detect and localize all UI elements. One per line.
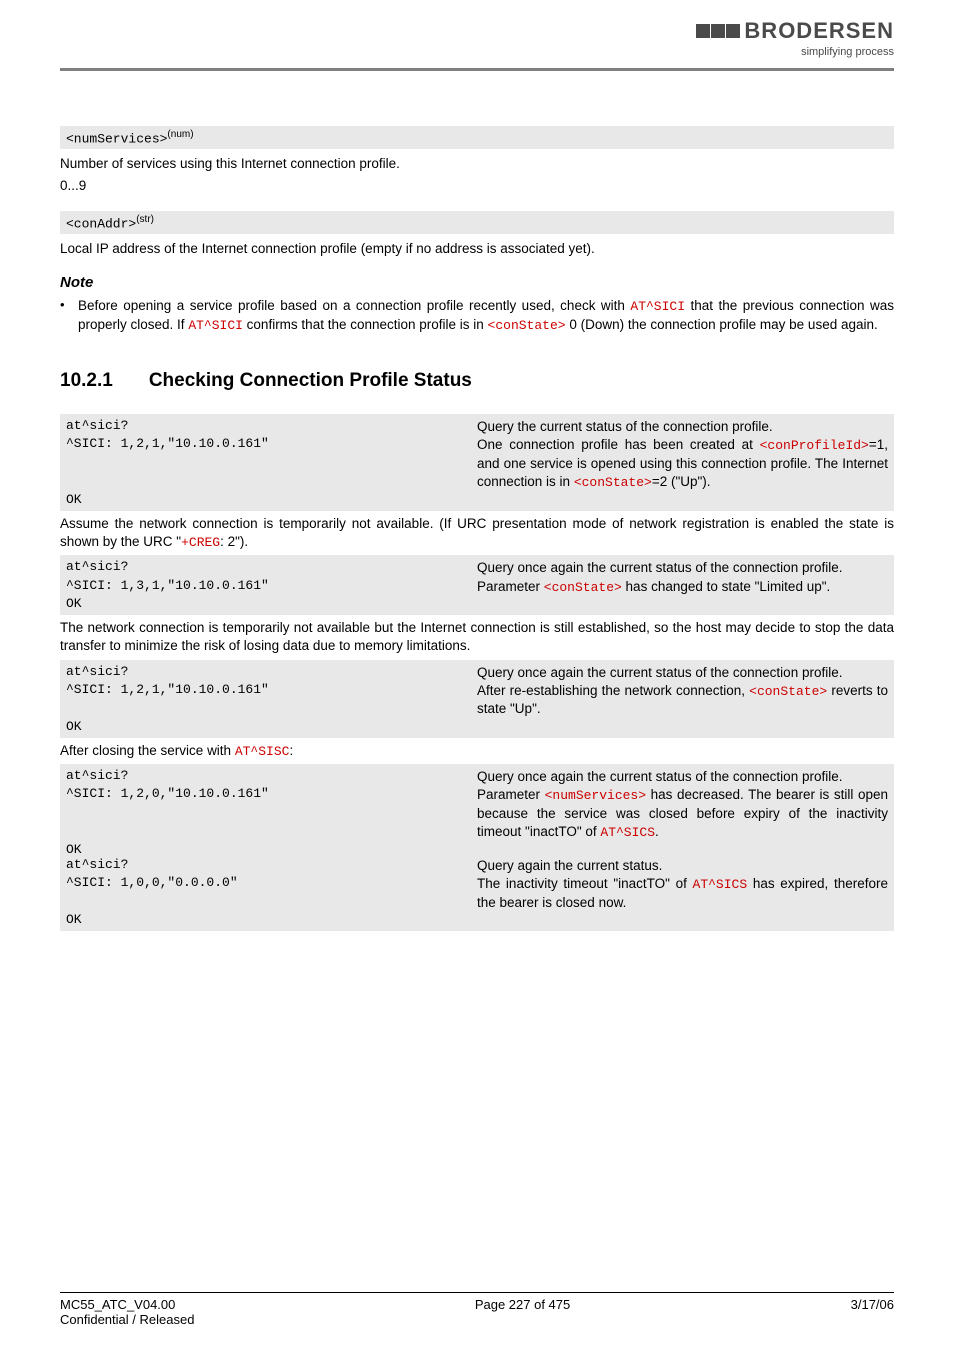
logo-squares-icon [696,24,740,38]
footer-version: MC55_ATC_V04.00 [60,1297,194,1312]
link-atsici[interactable]: AT^SICI [630,299,685,314]
note-heading: Note [60,274,894,291]
page-footer: MC55_ATC_V04.00 Confidential / Released … [60,1292,894,1327]
logo-main: BRODERSEN [696,18,894,44]
code-resp: ^SICI: 1,2,1,"10.10.0.161" [66,436,477,491]
text: has changed to state "Limited up". [622,579,830,594]
text: . [655,824,659,839]
text: confirms that the connection profile is … [243,317,488,332]
text: : 2"). [220,534,248,549]
code-cmd: at^sici? [66,418,477,436]
section-title: Checking Connection Profile Status [149,370,472,391]
code-desc: Query once again the current status of t… [477,664,888,682]
param-name: <conAddr> [66,216,136,231]
code-block-4: at^sici? Query once again the current st… [60,764,894,931]
text: =2 ("Up"). [652,474,711,489]
code-cmd: at^sici? [66,664,477,682]
link-numservices[interactable]: <numServices> [545,788,646,803]
text: After re-establishing the network connec… [477,683,749,698]
code-desc: After re-establishing the network connec… [477,682,888,719]
link-atsics[interactable]: AT^SICS [693,877,748,892]
link-constate[interactable]: <conState> [574,475,652,490]
code-cmd: at^sici? [66,768,477,786]
para-3: After closing the service with AT^SISC: [60,742,894,761]
code-cmd: at^sici? [66,559,477,577]
link-atsici[interactable]: AT^SICI [188,318,243,333]
link-creg[interactable]: +CREG [181,535,220,550]
text: The inactivity timeout "inactTO" of [477,876,693,891]
section-number: 10.2.1 [60,370,113,392]
text: 0 (Down) the connection profile may be u… [566,317,878,332]
text: Before opening a service profile based o… [78,298,630,313]
footer-rule [60,1292,894,1293]
content: <numServices>(num) Number of services us… [0,71,954,931]
para-2: The network connection is temporarily no… [60,619,894,655]
code-desc: Query again the current status. [477,857,888,875]
link-atsisc[interactable]: AT^SISC [235,744,290,759]
footer-left: MC55_ATC_V04.00 Confidential / Released [60,1297,194,1327]
logo: BRODERSEN simplifying process [696,18,894,58]
footer-center: Page 227 of 475 [475,1297,570,1327]
code-ok: OK [66,596,477,611]
code-resp: ^SICI: 1,0,0,"0.0.0.0" [66,875,477,912]
param-numservices-range: 0...9 [60,178,894,193]
text: After closing the service with [60,743,235,758]
footer-status: Confidential / Released [60,1312,194,1327]
bullet-icon: • [60,297,78,312]
code-resp: ^SICI: 1,2,1,"10.10.0.161" [66,682,477,719]
link-constate[interactable]: <con­State> [749,684,827,699]
param-type: (str) [136,214,154,225]
param-type: (num) [167,129,193,140]
code-desc: Parameter <numServices> has decreased. T… [477,786,888,841]
logo-text: BRODERSEN [744,18,894,44]
code-desc: The inactivity timeout "inactTO" of AT^S… [477,875,888,912]
link-constate[interactable]: <conState> [488,318,566,333]
code-resp: ^SICI: 1,2,0,"10.10.0.161" [66,786,477,841]
logo-subtitle: simplifying process [696,46,894,58]
code-ok: OK [66,492,477,507]
code-block-2: at^sici? Query once again the current st… [60,555,894,615]
code-desc: Query the current status of the connecti… [477,418,888,436]
note-text: Before opening a service profile based o… [78,297,894,334]
code-desc: Query once again the current status of t… [477,559,888,577]
param-numservices-header: <numServices>(num) [60,126,894,149]
text: Parameter [477,787,545,802]
code-resp: ^SICI: 1,3,1,"10.10.0.161" [66,578,477,597]
code-block-3: at^sici? Query once again the current st… [60,660,894,738]
code-ok: OK [66,912,477,927]
page-header: BRODERSEN simplifying process [0,0,954,58]
note-bullet: • Before opening a service profile based… [60,297,894,334]
section-heading: 10.2.1 Checking Connection Profile Status [60,370,894,392]
code-desc: Parameter <conState> has changed to stat… [477,578,888,597]
text: One connection profile has been created … [477,437,760,452]
para-1: Assume the network connection is tempora… [60,515,894,552]
code-block-1: at^sici? Query the current status of the… [60,414,894,511]
param-conaddr-desc: Local IP address of the Internet connect… [60,240,894,258]
link-constate[interactable]: <conState> [544,580,622,595]
code-desc: One connection profile has been created … [477,436,888,491]
code-cmd: at^sici? [66,857,477,875]
param-name: <numServices> [66,131,167,146]
text: Parameter [477,579,544,594]
param-numservices-desc: Number of services using this Internet c… [60,155,894,173]
code-ok: OK [66,842,477,857]
link-conprofileid[interactable]: <con­ProfileId> [760,438,869,453]
text: : [289,743,293,758]
code-ok: OK [66,719,477,734]
param-conaddr-header: <conAddr>(str) [60,211,894,234]
footer-right: 3/17/06 [851,1297,894,1327]
code-desc: Query once again the current status of t… [477,768,888,786]
link-atsics[interactable]: AT^SICS [600,825,655,840]
